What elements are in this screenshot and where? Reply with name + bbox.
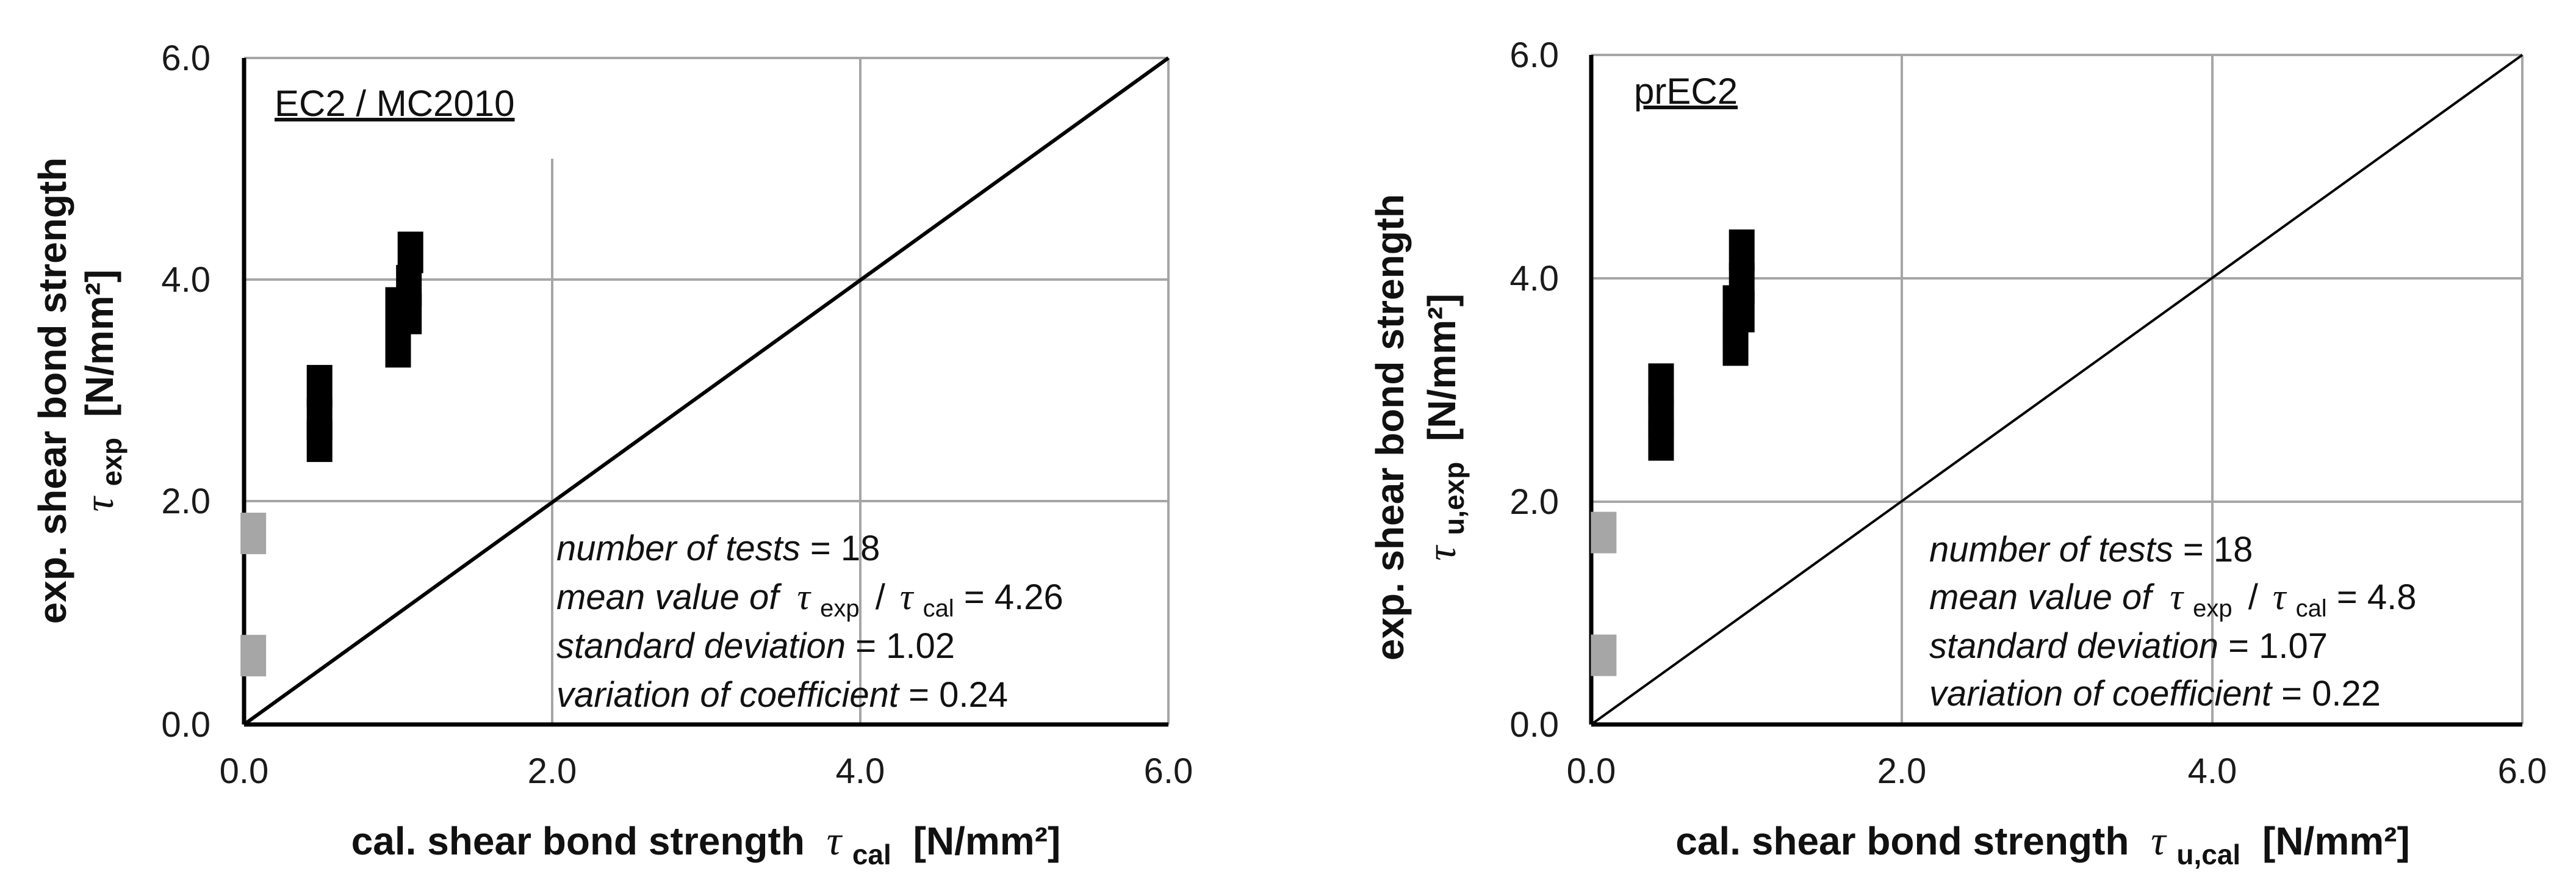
y-axis-title-subscript: exp [96, 438, 128, 486]
stat-mean-symbol-den: τ [900, 577, 915, 617]
stats-box: number of tests = 18 mean value of τ exp… [556, 529, 1063, 715]
x-tick-label: 2.0 [528, 751, 577, 791]
svg-text:standard deviation =: standard deviation = 1.02 [556, 626, 955, 666]
y-axis-title: exp. shear bond strength τ exp [N/mm²] [31, 157, 130, 624]
x-axis-title: cal. shear bond strength τ cal [N/mm²] [351, 817, 1061, 873]
y-tick-labels: 0.0 2.0 4.0 6.0 [161, 38, 210, 745]
stat-mean-sep: / [876, 577, 886, 617]
y-tick-label: 2.0 [1509, 482, 1559, 522]
data-point [1591, 634, 1617, 676]
svg-text:τ exp [N/mm²]: τ exp [N/mm²] [76, 270, 130, 512]
x-tick-label: 2.0 [1877, 751, 1927, 791]
svg-text:mean value of τ: mean value of τ exp / τ cal = 4.26 [556, 577, 1063, 624]
stat-mean-num-sub: exp [820, 595, 860, 622]
diagonal-line [243, 56, 1170, 726]
stat-mean-label: mean value of [556, 577, 782, 617]
y-tick-label: 4.0 [1509, 259, 1559, 298]
data-point [397, 231, 423, 273]
stat-n-value: 18 [841, 529, 880, 568]
stat-sd-value: 1.07 [2259, 626, 2328, 666]
markers-right [1591, 229, 1755, 676]
stat-cv-label: variation of coefficient [556, 675, 901, 715]
diagonal-line [1590, 54, 2524, 726]
y-tick-label: 6.0 [161, 38, 210, 78]
svg-text:cal. shear bond strength: cal. shear bond strength τ cal [N/mm²] [351, 817, 1061, 873]
chart-panel-left: 0.0 2.0 4.0 6.0 0.0 2.0 4.0 6.0 EC2 / MC… [31, 38, 1193, 873]
data-point [240, 512, 267, 554]
y-tick-label: 4.0 [161, 260, 210, 300]
stat-mean-num-sub: exp [2193, 595, 2232, 622]
x-axis-title-symbol: τ [827, 817, 843, 864]
stat-mean-value: 4.26 [995, 577, 1063, 617]
x-axis-title-subscript: cal [852, 839, 891, 870]
x-tick-labels: 0.0 2.0 4.0 6.0 [220, 751, 1193, 791]
y-axis-title-unit: [N/mm²] [1420, 294, 1464, 441]
panel-label: prEC2 [1634, 71, 1738, 112]
svg-text:mean value of τ: mean value of τ exp / τ cal = 4.8 [1929, 577, 2416, 624]
y-axis-title-subscript: u,exp [1438, 462, 1470, 535]
svg-text:variation of coefficient: variation of coefficient = 0.24 [556, 675, 1008, 715]
stat-mean-symbol-den: τ [2273, 577, 2287, 617]
x-axis-title-prefix: cal. shear bond strength [351, 819, 805, 863]
stat-mean-den-sub: cal [923, 595, 954, 622]
y-axis-title: exp. shear bond strength τ u,exp [N/mm²] [1368, 194, 1472, 661]
x-tick-label: 0.0 [1567, 751, 1616, 791]
x-tick-label: 6.0 [2498, 751, 2547, 791]
markers-left [240, 231, 423, 677]
stat-cv-value: 0.24 [939, 675, 1008, 715]
x-axis-title-subscript: u,cal [2176, 839, 2240, 870]
data-point [306, 364, 333, 406]
y-axis-title-symbol: τ [1418, 544, 1464, 561]
x-tick-label: 4.0 [2188, 751, 2237, 791]
y-axis-title-line1: exp. shear bond strength [1368, 194, 1412, 661]
stat-sd-value: 1.02 [886, 626, 955, 666]
y-tick-label: 0.0 [1509, 705, 1559, 745]
x-axis-title-symbol: τ [2151, 817, 2167, 864]
stat-sd-label: standard deviation [1929, 626, 2218, 666]
y-tick-labels: 0.0 2.0 4.0 6.0 [1509, 35, 1559, 745]
panel-label: EC2 / MC2010 [275, 83, 515, 124]
x-axis-title-prefix: cal. shear bond strength [1675, 819, 2129, 863]
x-tick-labels: 0.0 2.0 4.0 6.0 [1567, 751, 2547, 791]
y-axis-title-line1: exp. shear bond strength [31, 157, 74, 624]
stat-n-label: number of tests [556, 529, 801, 568]
svg-text:number of tests =: number of tests = 18 [556, 529, 880, 568]
y-axis-title-unit: [N/mm²] [77, 270, 121, 417]
stat-cv-label: variation of coefficient [1929, 674, 2273, 714]
data-point [1591, 511, 1617, 554]
svg-text:τ u,exp [N/mm²: τ u,exp [N/mm²] [1418, 294, 1472, 561]
x-tick-label: 6.0 [1144, 751, 1193, 791]
y-axis-title-symbol: τ [76, 495, 122, 511]
stat-mean-label: mean value of [1929, 577, 2155, 617]
x-tick-label: 0.0 [220, 751, 269, 791]
data-point [1648, 363, 1674, 405]
stats-box: number of tests = 18 mean value of τ exp… [1929, 530, 2416, 714]
stat-n-label: number of tests [1929, 530, 2173, 569]
svg-text:number of tests =: number of tests = 18 [1929, 530, 2253, 569]
data-point [240, 635, 267, 677]
svg-text:variation of coefficient: variation of coefficient = 0.22 [1929, 674, 2381, 714]
data-point [1729, 229, 1755, 271]
y-tick-label: 2.0 [161, 482, 210, 521]
stat-mean-symbol: τ [797, 577, 811, 617]
stat-sd-label: standard deviation [556, 626, 846, 666]
x-axis-title: cal. shear bond strength τ u,cal [N/mm²] [1675, 817, 2410, 873]
stat-mean-sep: / [2248, 577, 2259, 617]
y-tick-label: 0.0 [161, 705, 210, 745]
x-axis-title-unit: [N/mm²] [2262, 819, 2410, 863]
stat-mean-den-sub: cal [2296, 595, 2327, 622]
y-tick-label: 6.0 [1509, 35, 1559, 75]
x-tick-label: 4.0 [836, 751, 885, 791]
stat-mean-value: 4.8 [2367, 577, 2417, 617]
stat-n-value: 18 [2214, 530, 2253, 569]
stat-mean-symbol: τ [2170, 577, 2184, 617]
x-axis-title-unit: [N/mm²] [913, 819, 1061, 863]
stat-cv-value: 0.22 [2312, 674, 2381, 714]
svg-text:standard deviation =: standard deviation = 1.07 [1929, 626, 2328, 666]
svg-text:cal. shear bond strength: cal. shear bond strength τ u,cal [N/mm²] [1675, 817, 2410, 873]
chart-panel-right: 0.0 2.0 4.0 6.0 0.0 2.0 4.0 6.0 prEC2 ca… [1368, 35, 2547, 873]
